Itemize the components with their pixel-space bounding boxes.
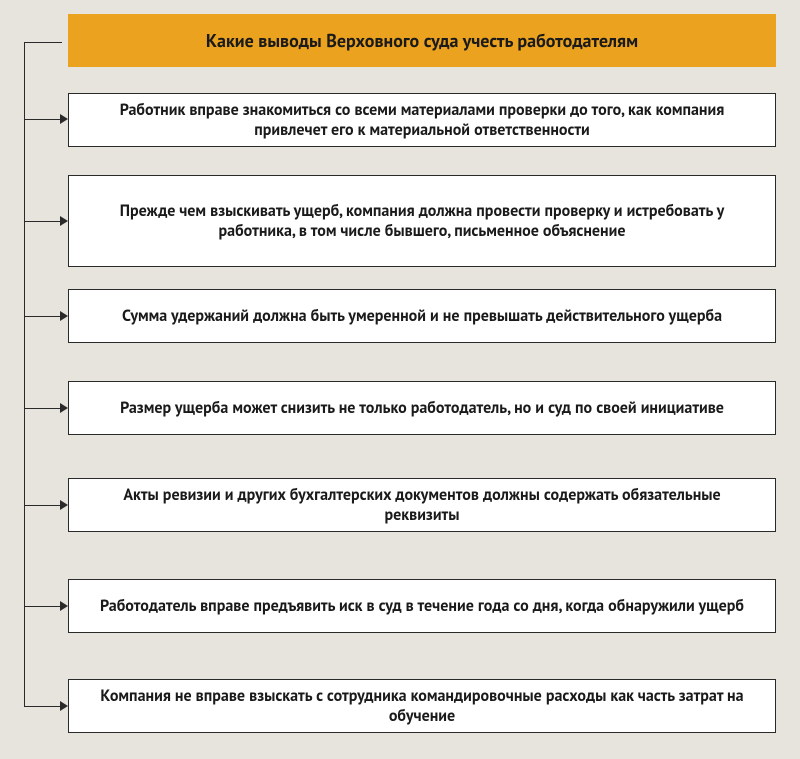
branch-line — [24, 606, 62, 607]
branch-line — [24, 706, 62, 707]
branch-line — [24, 119, 62, 120]
list-item-text: Компания не вправе взыскать с сотрудника… — [93, 686, 751, 727]
header-title: Какие выводы Верховного суда учесть рабо… — [206, 29, 638, 52]
arrowhead-icon — [60, 311, 68, 321]
arrowhead-icon — [60, 216, 68, 226]
arrowhead-icon — [60, 403, 68, 413]
branch-line — [24, 505, 62, 506]
flow-canvas: Какие выводы Верховного суда учесть рабо… — [0, 0, 800, 759]
branch-line — [24, 221, 62, 222]
list-item: Компания не вправе взыскать с сотрудника… — [68, 679, 776, 733]
list-item-text: Сумма удержаний должна быть умеренной и … — [122, 306, 722, 326]
arrowhead-icon — [60, 114, 68, 124]
branch-line — [24, 408, 62, 409]
branch-line — [24, 316, 62, 317]
branch-line — [24, 42, 62, 43]
list-item-text: Размер ущерба может снизить не только ра… — [120, 398, 724, 418]
tree-trunk — [24, 42, 25, 707]
header-box: Какие выводы Верховного суда учесть рабо… — [68, 14, 776, 67]
list-item: Сумма удержаний должна быть умеренной и … — [68, 289, 776, 343]
list-item: Работодатель вправе предъявить иск в суд… — [68, 579, 776, 633]
list-item-text: Акты ревизии и других бухгалтерских доку… — [93, 485, 751, 526]
list-item: Акты ревизии и других бухгалтерских доку… — [68, 478, 776, 532]
arrowhead-icon — [60, 500, 68, 510]
list-item-text: Работодатель вправе предъявить иск в суд… — [100, 596, 744, 616]
arrowhead-icon — [60, 701, 68, 711]
arrowhead-icon — [60, 601, 68, 611]
list-item-text: Прежде чем взыскивать ущерб, компания до… — [93, 201, 751, 242]
list-item: Прежде чем взыскивать ущерб, компания до… — [68, 175, 776, 267]
list-item-text: Работник вправе знакомиться со всеми мат… — [93, 100, 751, 141]
list-item: Размер ущерба может снизить не только ра… — [68, 381, 776, 435]
list-item: Работник вправе знакомиться со всеми мат… — [68, 93, 776, 147]
